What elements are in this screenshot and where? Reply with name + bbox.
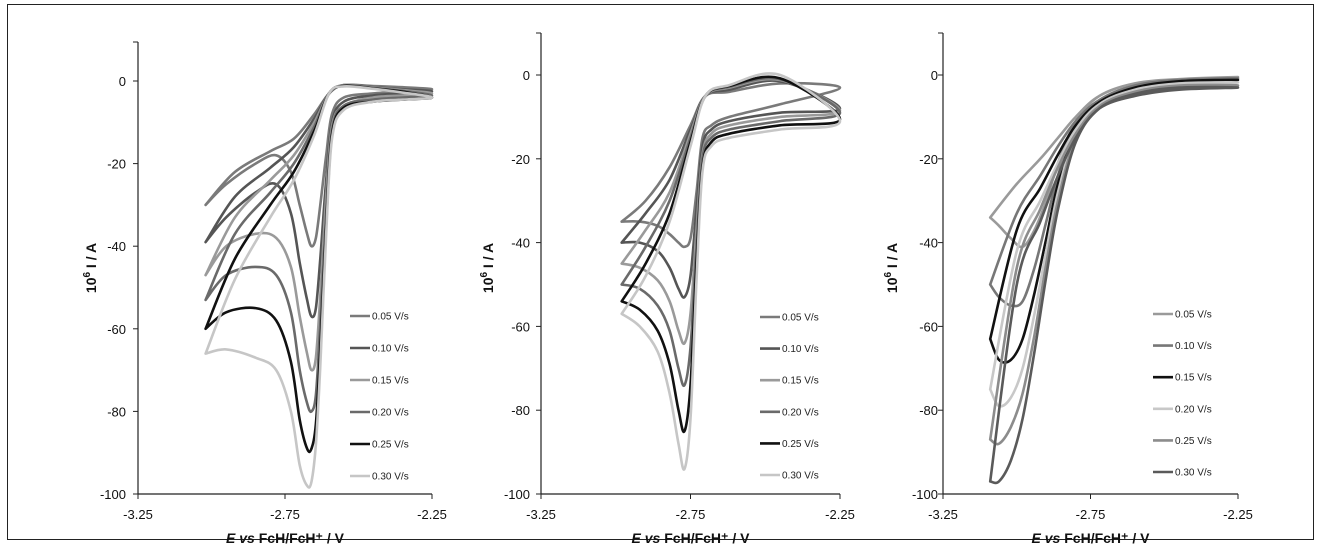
chart-panel-2: 0 -20 -40 -60 -80 -100 -3.25 -2.75 -2.25 E vs FcH…	[479, 32, 855, 546]
x-tick-label: -3.25	[526, 507, 556, 522]
legend-label: 0.05 V/s	[782, 313, 819, 324]
series-line-6	[620, 72, 842, 471]
x-tick-label: -2.25	[1223, 507, 1253, 522]
series-line-5	[988, 83, 1240, 446]
x-axis-title: E vs FcH/FcH⁺ / V	[1032, 530, 1151, 546]
series-line-6	[988, 85, 1240, 485]
legend-label: 0.20 V/s	[782, 407, 819, 418]
legend-label: 0.15 V/s	[372, 376, 409, 387]
y-tick-label: -40	[919, 236, 938, 251]
legend-label: 0.05 V/s	[372, 312, 409, 323]
x-tick-label: -2.75	[270, 507, 300, 522]
y-tick-label: -20	[919, 152, 938, 167]
legend-label: 0.30 V/s	[782, 471, 819, 482]
y-tick-label: -100	[912, 487, 938, 502]
legend-label: 0.30 V/s	[1175, 468, 1212, 479]
legend-label: 0.30 V/s	[372, 472, 409, 483]
x-tick-label: -2.25	[417, 507, 447, 522]
y-tick-label: -20	[107, 157, 126, 172]
chart-panel-3: 0 -20 -40 -60 -80 -100 -3.25 -2.75 -2.25 E vs FcH…	[883, 32, 1253, 546]
series-line-1	[620, 81, 842, 249]
legend-label: 0.05 V/s	[1175, 310, 1212, 321]
chart-panel-1: 0 -20 -40 -60 -80 -100 -3.25 -2.75 -2.25 E vs FcH…	[82, 41, 447, 546]
legend-label: 0.10 V/s	[372, 344, 409, 355]
y-tick-label: -20	[511, 152, 530, 167]
legend-label: 0.25 V/s	[782, 439, 819, 450]
chart-legend: 0.05 V/s 0.10 V/s 0.15 V/s 0.20 V/s 0.25 V/s…	[350, 312, 409, 483]
series-line-2	[988, 77, 1240, 308]
x-tick-label: -2.75	[676, 507, 706, 522]
legend-label: 0.25 V/s	[372, 440, 409, 451]
x-tick-label: -3.25	[928, 507, 958, 522]
y-tick-label: -40	[511, 236, 530, 251]
legend-label: 0.15 V/s	[782, 376, 819, 387]
y-tick-label: 0	[523, 68, 530, 83]
series-line-3	[988, 78, 1240, 364]
x-tick-label: -2.25	[825, 507, 855, 522]
series-line-2	[204, 83, 434, 319]
y-tick-label: -80	[511, 403, 530, 418]
series-line-4	[204, 84, 434, 414]
y-axis-title: 106 I / A	[82, 243, 99, 293]
y-tick-label: -100	[504, 487, 530, 502]
legend-label: 0.20 V/s	[1175, 404, 1212, 415]
y-tick-label: 0	[119, 74, 126, 89]
y-tick-label: -40	[107, 239, 126, 254]
legend-label: 0.10 V/s	[1175, 341, 1212, 352]
series-line-4	[988, 81, 1240, 408]
figure-frame	[7, 4, 1314, 540]
chart-legend: 0.05 V/s 0.10 V/s 0.15 V/s 0.20 V/s 0.25 V/s…	[760, 313, 819, 482]
series-line-6	[204, 84, 434, 489]
y-tick-label: -60	[919, 319, 938, 334]
x-axis-title: E vs FcH/FcH⁺ / V	[632, 530, 751, 546]
y-tick-label: -60	[107, 322, 126, 337]
x-tick-label: -3.25	[123, 507, 153, 522]
legend-label: 0.15 V/s	[1175, 373, 1212, 384]
y-tick-label: -80	[919, 403, 938, 418]
y-axis-title: 106 I / A	[479, 243, 496, 293]
legend-label: 0.25 V/s	[1175, 436, 1212, 447]
y-tick-label: -100	[100, 487, 126, 502]
series-line-5	[204, 84, 434, 454]
chart-legend: 0.05 V/s 0.10 V/s 0.15 V/s 0.20 V/s 0.25 V/s…	[1153, 310, 1212, 479]
legend-label: 0.20 V/s	[372, 408, 409, 419]
y-tick-label: -60	[511, 319, 530, 334]
series-line-1	[204, 83, 434, 248]
legend-label: 0.10 V/s	[782, 344, 819, 355]
y-tick-label: 0	[931, 68, 938, 83]
x-tick-label: -2.75	[1076, 507, 1106, 522]
y-tick-label: -80	[107, 404, 126, 419]
y-axis-title: 106 I / A	[883, 243, 900, 293]
x-axis-title: E vs FcH/FcH⁺ / V	[226, 530, 345, 546]
